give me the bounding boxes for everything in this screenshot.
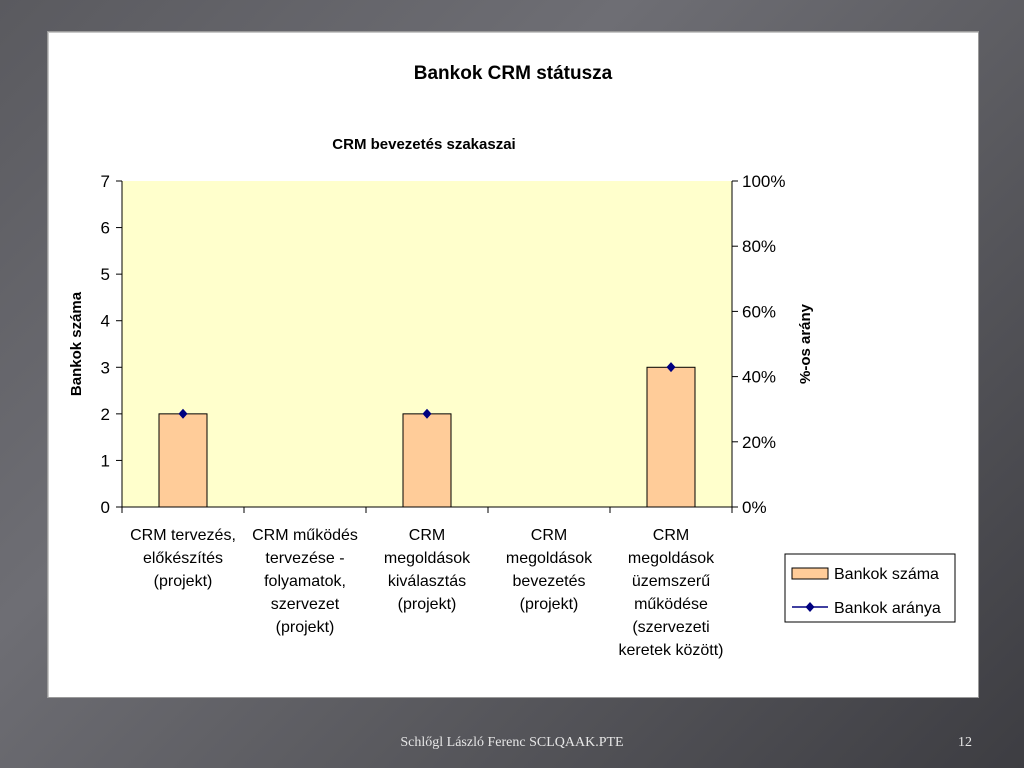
legend-label-bars: Bankok száma bbox=[834, 566, 939, 583]
x-tick-label-line: (projekt) bbox=[154, 573, 213, 590]
x-tick-label: CRM megoldások kiválasztás (projekt) bbox=[384, 527, 471, 613]
x-tick-label-line: megoldások bbox=[384, 550, 471, 567]
line-point bbox=[422, 408, 432, 419]
x-tick-label-line: megoldások bbox=[506, 550, 593, 567]
x-tick-label-line: (projekt) bbox=[398, 596, 457, 613]
chart-frame: Bankok CRM státusza CRM bevezetés szakas… bbox=[47, 31, 979, 698]
line-point bbox=[178, 408, 188, 419]
x-tick-label-line: működése bbox=[634, 596, 708, 613]
x-tick-label-line: (projekt) bbox=[276, 619, 335, 636]
x-tick-label-line: kiválasztás bbox=[388, 573, 466, 590]
y2-tick-label: 20% bbox=[742, 433, 776, 452]
legend-label-line: Bankok aránya bbox=[834, 600, 941, 617]
x-tick-label-line: keretek között) bbox=[619, 642, 724, 659]
line-point bbox=[666, 362, 676, 373]
x-tick-label-line: szervezet bbox=[271, 596, 340, 613]
y2-tick-label: 40% bbox=[742, 368, 776, 387]
legend: Bankok száma Bankok aránya bbox=[784, 553, 956, 623]
y-tick-label: 6 bbox=[101, 219, 110, 238]
y2-tick-label: 100% bbox=[742, 172, 785, 191]
x-tick-label-line: (projekt) bbox=[520, 596, 579, 613]
bar bbox=[402, 413, 452, 508]
x-tick-label-line: bevezetés bbox=[513, 573, 586, 590]
y2-tick-label: 0% bbox=[742, 498, 767, 517]
x-tick-label-line: megoldások bbox=[628, 550, 715, 567]
y-axis-label: Bankok száma bbox=[68, 291, 85, 396]
legend-box bbox=[784, 553, 956, 623]
y2-tick-label: 80% bbox=[742, 237, 776, 256]
y-tick-label: 7 bbox=[101, 172, 110, 191]
x-tick-label: CRM megoldások bevezetés (projekt) bbox=[506, 527, 593, 613]
footer-text: Schlőgl László Ferenc SCLQAAK.PTE bbox=[400, 735, 624, 750]
legend-bar-swatch bbox=[791, 567, 829, 580]
x-tick-label: CRM működés tervezése - folyamatok, szervez… bbox=[252, 527, 358, 636]
x-tick-label-line: CRM tervezés, bbox=[130, 527, 236, 544]
x-tick-label-line: (szervezeti bbox=[632, 619, 709, 636]
chart-title: Bankok CRM státusza bbox=[414, 63, 613, 84]
chart: Bankok CRM státusza CRM bevezetés szakas… bbox=[68, 63, 956, 659]
y-tick-label: 1 bbox=[101, 451, 110, 470]
y2-tick-label: 60% bbox=[742, 302, 776, 321]
bar bbox=[646, 366, 696, 508]
y-tick-label: 4 bbox=[101, 312, 110, 331]
x-tick-label: CRM megoldások üzemszerű működése (szervezet… bbox=[619, 527, 724, 659]
x-tick-label-line: folyamatok, bbox=[264, 573, 346, 590]
x-tick-label-line: CRM működés bbox=[252, 527, 358, 544]
page-number: 12 bbox=[958, 735, 972, 750]
x-tick-label-line: CRM bbox=[409, 527, 445, 544]
x-tick-label-line: üzemszerű bbox=[632, 573, 710, 590]
y2-axis-label: %-os arány bbox=[797, 303, 814, 384]
y-tick-label: 2 bbox=[101, 405, 110, 424]
y-tick-label: 0 bbox=[101, 498, 110, 517]
x-tick-label-line: CRM bbox=[653, 527, 689, 544]
x-tick-label-line: CRM bbox=[531, 527, 567, 544]
chart-subtitle: CRM bevezetés szakaszai bbox=[332, 136, 515, 153]
bar bbox=[158, 413, 208, 508]
y-tick-label: 3 bbox=[101, 358, 110, 377]
y-tick-label: 5 bbox=[101, 265, 110, 284]
x-tick-label-line: tervezése - bbox=[265, 550, 344, 567]
legend-diamond-icon bbox=[805, 602, 815, 612]
x-tick-label: CRM tervezés, előkészítés (projekt) bbox=[130, 527, 236, 590]
x-tick-label-line: előkészítés bbox=[143, 550, 223, 567]
